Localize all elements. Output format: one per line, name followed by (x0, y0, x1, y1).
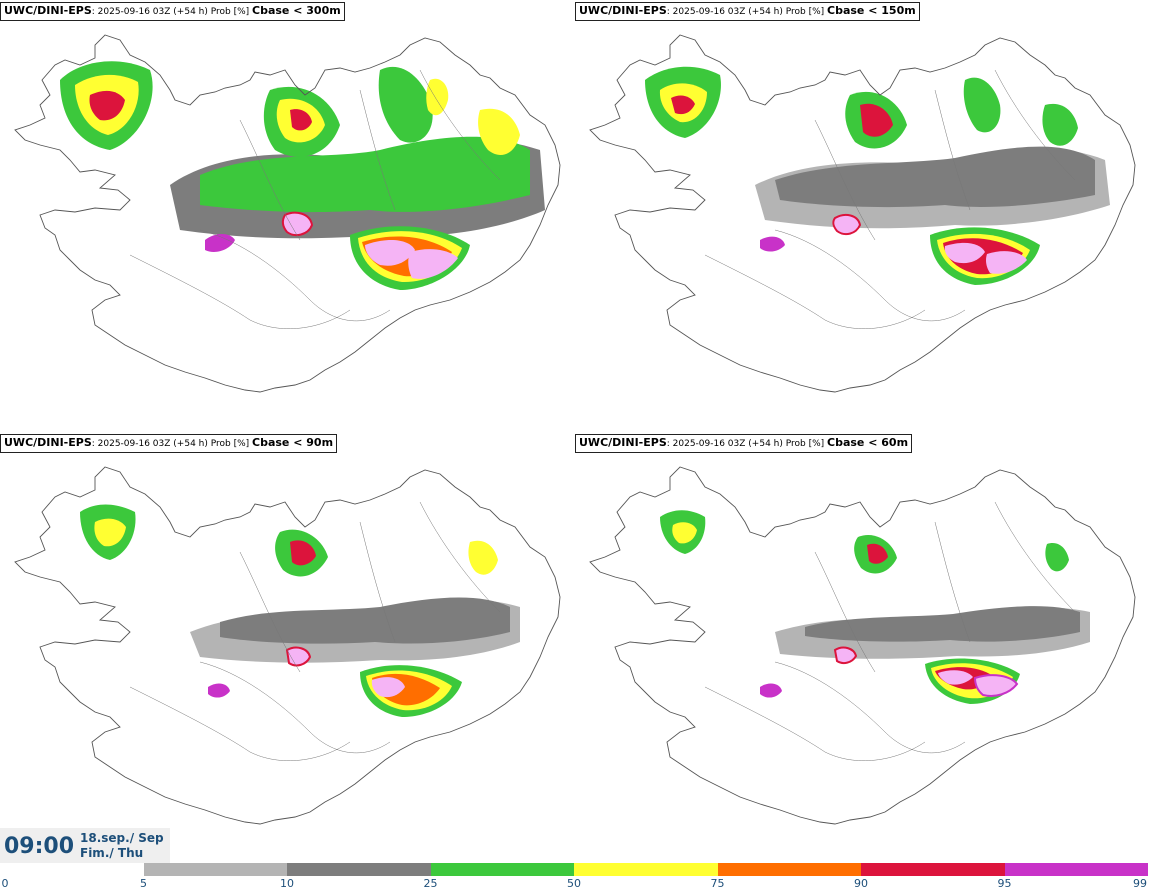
colorbar-segment (143, 863, 287, 876)
colorbar-tick-label: 95 (997, 877, 1012, 890)
model-name: UWC/DINI-EPS (4, 4, 92, 17)
threshold-label: Cbase < 60m (827, 436, 909, 449)
map-panel-1: UWC/DINI-EPS: 2025-09-16 03Z (+54 h) Pro… (0, 0, 575, 430)
colorbar-tick-label: 5 (140, 877, 147, 890)
model-name: UWC/DINI-EPS (579, 4, 667, 17)
colorbar-segment (861, 863, 1005, 876)
map-panel-4: UWC/DINI-EPS: 2025-09-16 03Z (+54 h) Pro… (575, 432, 1150, 862)
colorbar-segment (1004, 863, 1148, 876)
colorbar-segment (574, 863, 718, 876)
iceland-map (589, 466, 1136, 825)
valid-date: 18.sep./ Sep (80, 831, 164, 845)
run-info: : 2025-09-16 03Z (+54 h) Prob [%] (91, 7, 253, 17)
colorbar-segment (0, 863, 144, 876)
colorbar-segment (287, 863, 431, 876)
model-name: UWC/DINI-EPS (4, 436, 92, 449)
valid-time-box: 09:00 18.sep./ Sep Fim./ Thu (0, 828, 170, 864)
colorbar-tick-label: 0 (1, 877, 9, 890)
panel-title: UWC/DINI-EPS: 2025-09-16 03Z (+54 h) Pro… (575, 434, 913, 453)
colorbar-tick-label: 10 (280, 877, 294, 890)
threshold-label: Cbase < 300m (252, 4, 341, 17)
model-name: UWC/DINI-EPS (579, 436, 667, 449)
valid-time: 09:00 (4, 834, 75, 859)
colorbar-tick-label: 25 (423, 877, 438, 890)
colorbar-segment (430, 863, 574, 876)
colorbar-tick-label: 90 (854, 877, 868, 890)
threshold-label: Cbase < 150m (827, 4, 916, 17)
run-info: : 2025-09-16 03Z (+54 h) Prob [%] (666, 7, 828, 17)
colorbar-tick-label: 75 (710, 877, 725, 890)
colorbar-tick-label: 99 (1133, 877, 1147, 890)
panel-title: UWC/DINI-EPS: 2025-09-16 03Z (+54 h) Pro… (575, 2, 920, 21)
run-info: : 2025-09-16 03Z (+54 h) Prob [%] (666, 439, 828, 449)
map-panel-3: UWC/DINI-EPS: 2025-09-16 03Z (+54 h) Pro… (0, 432, 575, 862)
colorbar-segment (717, 863, 861, 876)
map-panel-2: UWC/DINI-EPS: 2025-09-16 03Z (+54 h) Pro… (575, 0, 1150, 430)
iceland-map (14, 34, 561, 393)
iceland-map (589, 34, 1136, 393)
colorbar: 0 5 10 25 50 75 90 95 99 (0, 863, 1150, 891)
run-info: : 2025-09-16 03Z (+54 h) Prob [%] (91, 439, 253, 449)
colorbar-tick-label: 50 (567, 877, 581, 890)
valid-day: Fim./ Thu (80, 846, 144, 860)
panel-title: UWC/DINI-EPS: 2025-09-16 03Z (+54 h) Pro… (0, 2, 345, 21)
iceland-map (14, 466, 561, 825)
panel-title: UWC/DINI-EPS: 2025-09-16 03Z (+54 h) Pro… (0, 434, 338, 453)
threshold-label: Cbase < 90m (252, 436, 334, 449)
